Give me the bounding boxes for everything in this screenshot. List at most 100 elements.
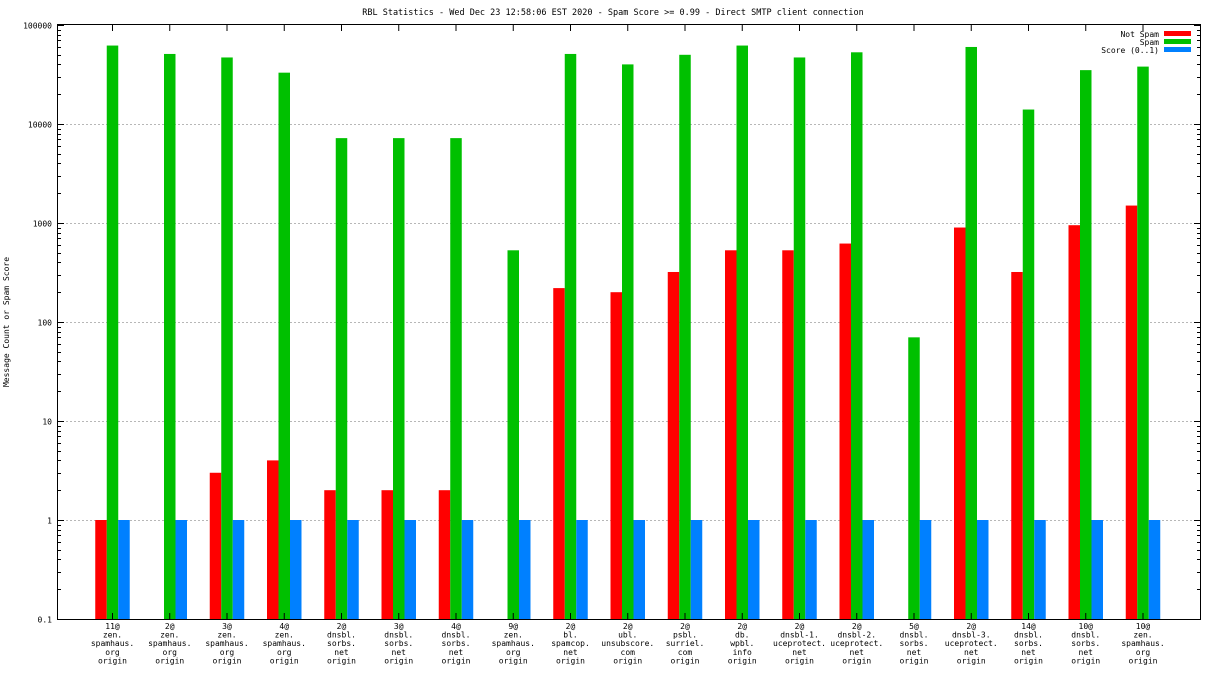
spam-bar bbox=[564, 53, 577, 619]
y-tick-label: 10 bbox=[42, 418, 52, 427]
y-tick-label: 1000 bbox=[33, 220, 52, 229]
x-tick-label: origin bbox=[1014, 656, 1043, 665]
x-tick-label: spamhaus. bbox=[492, 639, 535, 648]
x-tick-label: origin bbox=[270, 656, 299, 665]
score-bar bbox=[748, 520, 760, 619]
plot-frame bbox=[57, 24, 1201, 620]
x-tick-label: origin bbox=[556, 656, 585, 665]
x-tick-label: dnsbl. bbox=[900, 631, 929, 640]
x-tick-label: 10@ bbox=[1136, 622, 1151, 631]
x-tick-label: 2@ bbox=[966, 622, 976, 631]
x-tick-label: origin bbox=[728, 656, 757, 665]
x-tick-label: org bbox=[277, 648, 292, 657]
x-tick-label: surriel. bbox=[666, 639, 705, 648]
spam-bar bbox=[507, 250, 519, 619]
score-bar bbox=[290, 520, 302, 619]
not-spam-bar bbox=[954, 227, 966, 619]
x-tick-label: spamhaus. bbox=[91, 639, 134, 648]
not-spam-bar bbox=[95, 520, 107, 619]
spam-bar bbox=[1080, 70, 1092, 619]
spam-bar bbox=[908, 337, 920, 619]
x-tick-label: dnsbl. bbox=[442, 631, 471, 640]
x-tick-label: bl. bbox=[563, 631, 577, 640]
x-tick-label: zen. bbox=[160, 631, 179, 640]
score-bar bbox=[1091, 520, 1103, 619]
x-tick-label: dnsbl. bbox=[1071, 631, 1100, 640]
x-tick-label: com bbox=[678, 648, 693, 657]
score-bar bbox=[690, 520, 703, 619]
x-tick-label: sorbs. bbox=[327, 639, 356, 648]
legend-swatch bbox=[1164, 31, 1191, 36]
x-tick-label: uceprotect. bbox=[773, 639, 826, 648]
x-tick-label: origin bbox=[442, 656, 471, 665]
y-axis-label: Message Count or Spam Score bbox=[2, 257, 11, 387]
legend-label: Spam bbox=[1140, 38, 1159, 47]
x-tick-label: com bbox=[621, 648, 636, 657]
x-tick-label: 4@ bbox=[451, 622, 461, 631]
spam-bar bbox=[622, 64, 634, 619]
spam-bar bbox=[1137, 66, 1149, 619]
x-tick-label: 4@ bbox=[279, 622, 289, 631]
x-tick-label: 2@ bbox=[566, 622, 576, 631]
spam-bar bbox=[736, 45, 748, 619]
score-bar bbox=[862, 520, 874, 619]
x-tick-label: net bbox=[792, 648, 807, 657]
x-tick-label: origin bbox=[155, 656, 184, 665]
spam-bar bbox=[793, 57, 806, 620]
x-tick-label: spamhaus. bbox=[1121, 639, 1164, 648]
x-tick-label: spamcop. bbox=[551, 639, 590, 648]
spam-bar bbox=[393, 138, 405, 619]
x-tick-label: net bbox=[449, 648, 464, 657]
axes: 0.111010010001000010000011@zen.spamhaus.… bbox=[23, 22, 1200, 665]
spam-bar bbox=[106, 45, 119, 619]
y-tick-label: 100 bbox=[38, 319, 53, 328]
x-tick-label: origin bbox=[327, 656, 356, 665]
x-tick-label: net bbox=[907, 648, 922, 657]
x-tick-label: org bbox=[105, 648, 120, 657]
x-tick-label: dnsbl. bbox=[1014, 631, 1043, 640]
score-bar bbox=[576, 520, 588, 619]
score-bar bbox=[347, 520, 359, 619]
x-tick-label: net bbox=[1021, 648, 1036, 657]
not-spam-bar bbox=[839, 243, 851, 619]
x-tick-label: origin bbox=[98, 656, 127, 665]
x-tick-label: info bbox=[733, 648, 752, 657]
x-tick-label: org bbox=[506, 648, 521, 657]
x-tick-label: 2@ bbox=[852, 622, 862, 631]
x-tick-label: 2@ bbox=[623, 622, 633, 631]
score-bar bbox=[232, 520, 245, 619]
x-tick-label: org bbox=[163, 648, 178, 657]
x-tick-label: ubl. bbox=[618, 631, 637, 640]
x-tick-label: origin bbox=[213, 656, 242, 665]
x-tick-label: dnsbl-2. bbox=[837, 631, 876, 640]
x-tick-label: dnsbl. bbox=[384, 631, 413, 640]
not-spam-bar bbox=[1125, 205, 1138, 620]
not-spam-bar bbox=[324, 490, 336, 619]
spam-bar bbox=[221, 57, 233, 620]
x-tick-label: 9@ bbox=[508, 622, 518, 631]
spam-bar bbox=[679, 54, 691, 620]
spam-bar bbox=[278, 72, 290, 620]
spam-bar bbox=[450, 138, 462, 619]
x-tick-label: uceprotect. bbox=[945, 639, 998, 648]
score-bar bbox=[404, 520, 416, 619]
bars bbox=[95, 45, 1161, 620]
spam-bar bbox=[965, 46, 977, 620]
x-tick-label: origin bbox=[671, 656, 700, 665]
x-tick-label: sorbs. bbox=[442, 639, 471, 648]
x-tick-label: origin bbox=[785, 656, 814, 665]
x-tick-label: dnsbl-1. bbox=[780, 631, 819, 640]
y-tick-label: 0.1 bbox=[38, 616, 53, 625]
x-tick-label: origin bbox=[1071, 656, 1100, 665]
x-tick-label: wpbl. bbox=[730, 639, 754, 648]
not-spam-bar bbox=[438, 490, 451, 619]
x-tick-label: net bbox=[392, 648, 407, 657]
x-tick-label: unsubscore. bbox=[601, 639, 654, 648]
x-tick-label: zen. bbox=[1133, 631, 1152, 640]
x-tick-label: net bbox=[1079, 648, 1094, 657]
x-tick-label: origin bbox=[1129, 656, 1158, 665]
x-tick-label: 3@ bbox=[394, 622, 404, 631]
x-tick-label: origin bbox=[957, 656, 986, 665]
